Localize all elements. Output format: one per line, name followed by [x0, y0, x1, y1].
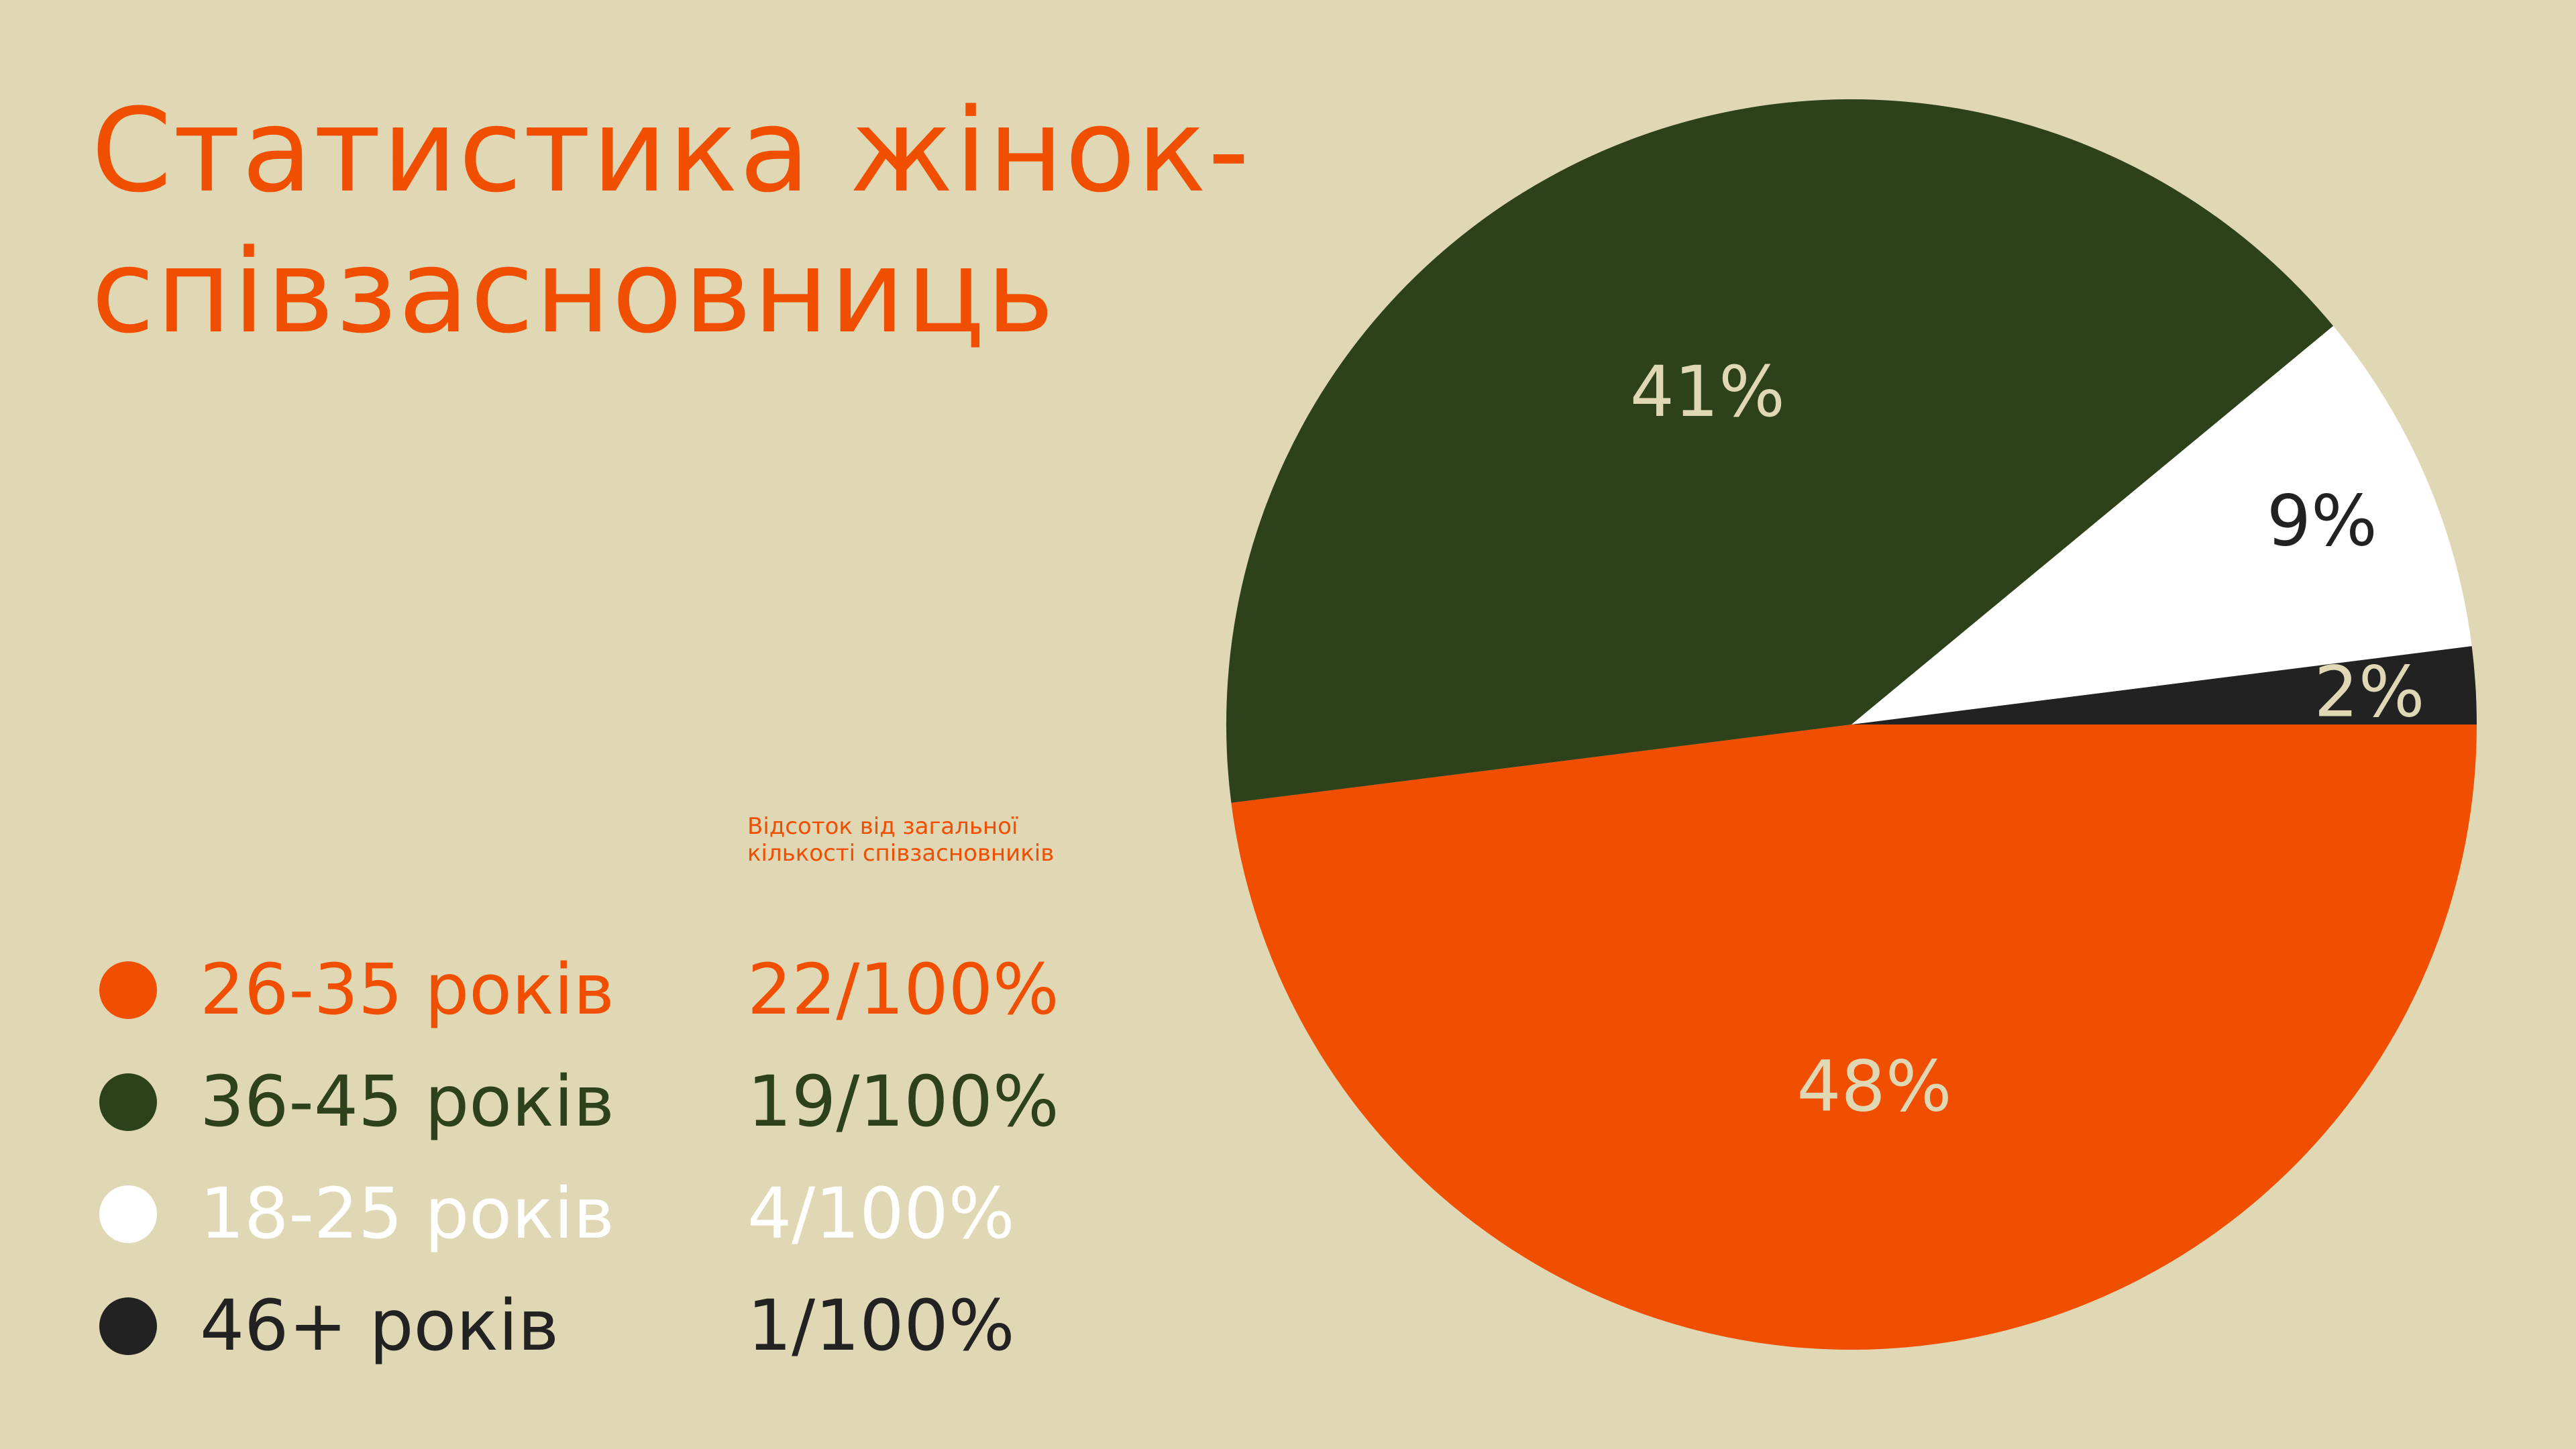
legend-dot-26-35 — [99, 961, 157, 1019]
legend-item-26-35: 26-35 років 22/100% — [99, 936, 1173, 1048]
legend: 26-35 років 22/100% 36-45 років 19/100% … — [99, 936, 1173, 1384]
legend-item-36-45: 36-45 років 19/100% — [99, 1048, 1173, 1160]
pie-slice-4 — [1851, 646, 2477, 724]
legend-ratio-26-35: 22/100% — [747, 949, 1059, 1030]
pie-slice-3 — [1851, 325, 2472, 724]
title-line-1: Статистика жінок- — [91, 83, 1251, 218]
legend-item-46-plus: 46+ років 1/100% — [99, 1272, 1173, 1384]
pie-slice-1 — [1231, 724, 2477, 1350]
legend-label-26-35: 26-35 років — [200, 949, 614, 1030]
pie-label-4: 2% — [2314, 651, 2425, 733]
note-line-2: кількості співзасновників — [747, 840, 1055, 867]
pie-slice-2 — [1226, 99, 2334, 803]
legend-dot-46-plus — [99, 1297, 157, 1355]
pie-label-1: 48% — [1796, 1045, 1951, 1127]
legend-label-46-plus: 46+ років — [200, 1285, 559, 1366]
page-title: Статистика жінок- співзасновниць — [91, 80, 1366, 362]
title-line-2: співзасновниць — [91, 224, 1056, 359]
percentage-note: Відсоток від загальної кількості співзас… — [747, 813, 1177, 867]
legend-ratio-46-plus: 1/100% — [747, 1285, 1015, 1366]
legend-dot-36-45 — [99, 1073, 157, 1131]
legend-item-18-25: 18-25 років 4/100% — [99, 1160, 1173, 1272]
legend-ratio-18-25: 4/100% — [747, 1173, 1015, 1254]
legend-label-36-45: 36-45 років — [200, 1061, 614, 1142]
note-line-1: Відсоток від загальної — [747, 813, 1018, 840]
legend-dot-18-25 — [99, 1185, 157, 1243]
legend-label-18-25: 18-25 років — [200, 1173, 614, 1254]
legend-ratio-36-45: 19/100% — [747, 1061, 1059, 1142]
pie-label-2: 41% — [1630, 351, 1785, 433]
pie-label-3: 9% — [2267, 480, 2377, 561]
